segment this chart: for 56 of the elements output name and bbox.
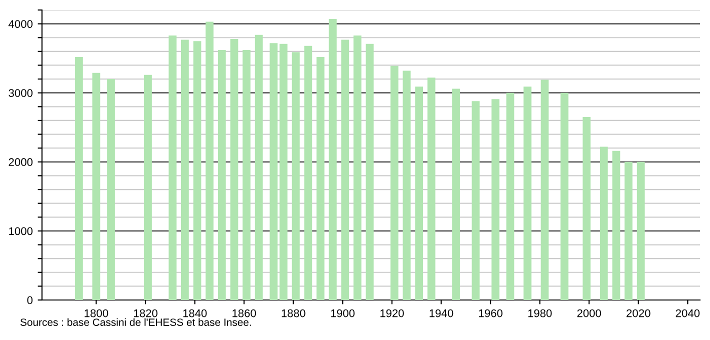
bar [270, 43, 278, 300]
bar [292, 52, 300, 300]
bar [427, 78, 436, 300]
bar [452, 88, 460, 300]
y-tick-label: 4000 [8, 20, 33, 28]
y-tick-label: 3000 [8, 89, 33, 97]
bar [168, 36, 177, 300]
bar [600, 146, 608, 300]
bar [582, 117, 591, 300]
bar [612, 150, 620, 300]
bar [206, 22, 214, 300]
bar [230, 39, 238, 300]
source-note: Sources : base Cassini de l'EHESS et base Insee. [20, 318, 251, 326]
bar [560, 92, 568, 300]
bar [328, 18, 337, 300]
x-tick-label: 1800 [84, 309, 108, 318]
bar [316, 56, 324, 300]
y-tick-label: 0 [27, 296, 33, 304]
bar [280, 44, 288, 300]
bar [193, 41, 202, 300]
bar [492, 99, 500, 300]
x-tick-label: 1960 [479, 309, 502, 318]
x-tick-label: 1980 [528, 309, 552, 318]
x-tick-label: 1900 [331, 309, 355, 318]
bar [415, 86, 423, 300]
bar [636, 162, 645, 300]
bar [540, 80, 549, 300]
y-tick-label: 2000 [8, 158, 33, 166]
x-tick-label: 1880 [282, 309, 306, 318]
bar [366, 44, 374, 300]
bar [218, 50, 226, 300]
x-tick-label: 2040 [676, 309, 700, 318]
bar [92, 72, 100, 300]
bar [254, 34, 263, 300]
bar [341, 40, 350, 300]
x-tick-label: 2000 [577, 309, 602, 318]
bar [524, 86, 532, 300]
bar [472, 101, 480, 300]
bar [75, 56, 83, 300]
x-tick-label: 1940 [430, 309, 454, 318]
x-tick-label: 1920 [380, 309, 404, 318]
bar [506, 92, 514, 300]
bar [390, 66, 398, 300]
bar [242, 50, 250, 300]
bar [144, 74, 152, 300]
bar [624, 162, 632, 300]
bar [402, 70, 411, 300]
x-tick-label: 1840 [183, 309, 207, 318]
bar [304, 46, 312, 300]
y-tick-label: 1000 [9, 227, 33, 236]
bar [180, 40, 189, 300]
x-tick-label: 1860 [232, 309, 256, 318]
x-tick-label: 1820 [134, 309, 158, 318]
x-tick-label: 2020 [626, 309, 650, 318]
bar [107, 79, 115, 300]
bar [354, 36, 362, 300]
